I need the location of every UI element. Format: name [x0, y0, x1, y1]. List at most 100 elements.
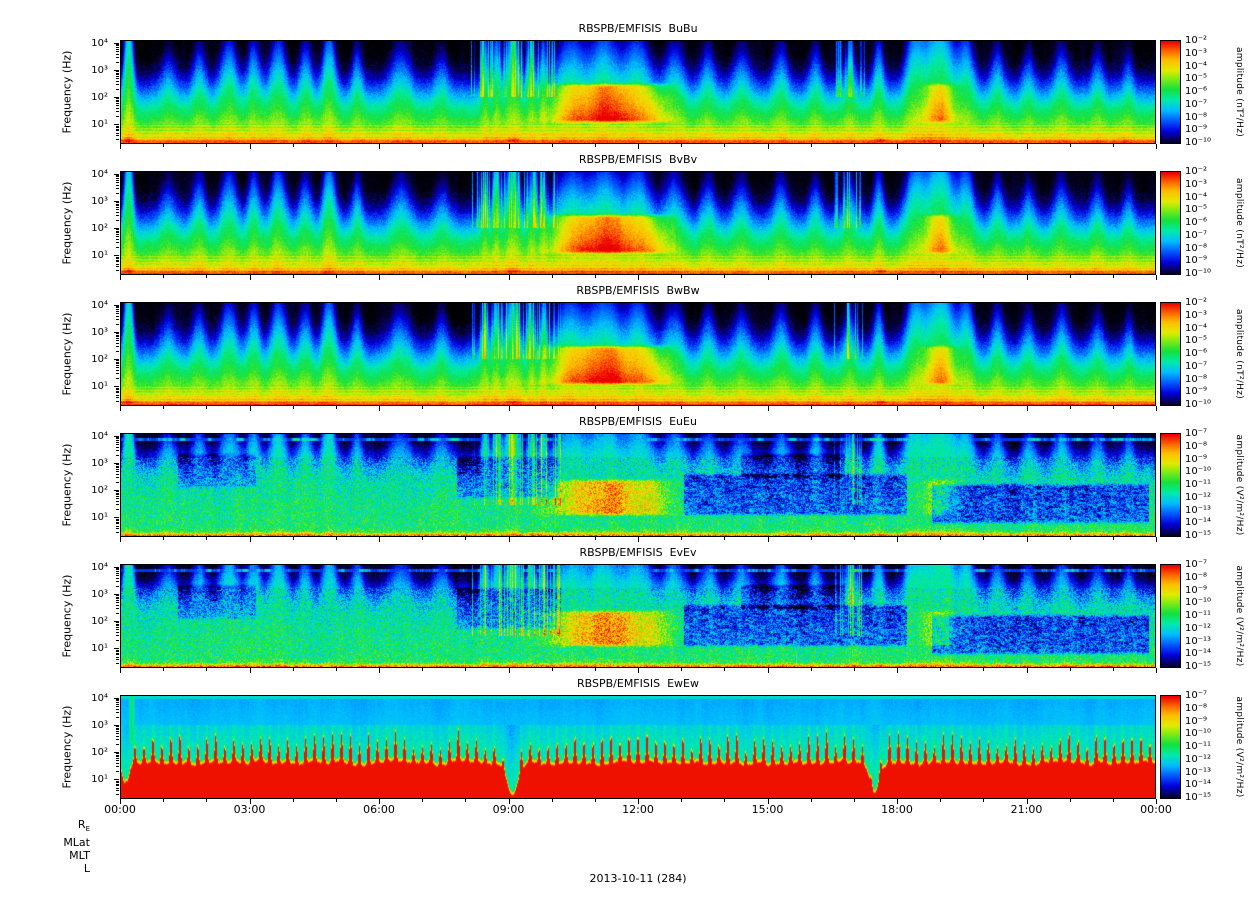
x-tick-mark [897, 799, 898, 804]
time-tick-label: 12:00 [622, 803, 654, 816]
y-tick-minor [116, 442, 119, 443]
x-tick-minor [940, 275, 942, 278]
y-tick-mark [114, 648, 119, 649]
x-tick-minor [206, 799, 208, 802]
colorbar-label: amplitude (nT²/Hz) [1234, 177, 1244, 269]
x-tick-minor [292, 668, 294, 671]
x-tick-minor [983, 799, 985, 802]
y-tick-minor [116, 766, 119, 767]
y-tick-minor [116, 311, 119, 312]
y-tick-minor [116, 215, 119, 216]
colorbar-tick-label: 10⁻¹³ [1185, 504, 1212, 516]
colorbar-gradient [1161, 696, 1180, 798]
y-tick-mark [114, 359, 119, 360]
y-tick-mark [114, 490, 119, 491]
x-tick-mark [767, 144, 769, 149]
x-tick-mark [767, 799, 769, 804]
time-tick-label: 03:00 [233, 803, 266, 816]
x-tick-mark [638, 537, 639, 542]
y-tick-mark [114, 97, 119, 98]
y-tick-label: 10¹ [91, 381, 108, 393]
y-tick-mark [114, 228, 119, 229]
x-tick-mark [249, 668, 251, 673]
colorbar-label: amplitude (nT²/Hz) [1234, 46, 1244, 138]
y-tick-minor [116, 351, 119, 352]
y-tick-minor [116, 389, 119, 390]
y-tick-minor [116, 578, 119, 579]
y-tick-minor [116, 709, 119, 710]
y-tick-minor [116, 401, 119, 402]
y-tick-minor [116, 319, 119, 320]
y-tick-minor [116, 57, 119, 58]
y-tick-minor [116, 477, 119, 478]
x-tick-minor [681, 144, 683, 147]
y-tick-minor [116, 84, 119, 85]
y-tick-mark [114, 174, 119, 175]
x-tick-mark [508, 668, 510, 673]
y-tick-minor [116, 316, 119, 317]
y-tick-minor [116, 450, 119, 451]
y-tick-minor [116, 204, 119, 205]
y-tick-minor [116, 532, 119, 533]
y-tick-minor [116, 573, 119, 574]
y-tick-minor [116, 498, 119, 499]
y-tick-mark [114, 201, 119, 202]
y-tick-minor [116, 624, 119, 625]
y-tick-minor [116, 635, 119, 636]
colorbar-tick-label: 10⁻⁹ [1185, 584, 1208, 596]
ephemeris-sub: E [85, 825, 90, 834]
x-tick-minor [594, 275, 596, 278]
x-tick-minor [1112, 537, 1114, 540]
x-tick-mark [249, 406, 251, 411]
y-tick-label: 10⁴ [91, 692, 108, 704]
colorbar-tick-label: 10⁻⁵ [1185, 204, 1208, 216]
colorbar-gradient [1161, 41, 1180, 143]
colorbar-tick-label: 10⁻⁸ [1185, 440, 1208, 452]
x-tick-minor [335, 406, 337, 409]
y-tick-minor [116, 733, 119, 734]
x-tick-minor [163, 406, 165, 409]
ephemeris-label: MLT [69, 849, 90, 863]
y-tick-minor [116, 100, 119, 101]
colorbar-label: amplitude (nT²/Hz) [1234, 308, 1244, 400]
y-tick-minor [116, 520, 119, 521]
y-tick-minor [116, 89, 119, 90]
x-tick-minor [1069, 406, 1071, 409]
y-tick-minor [116, 600, 119, 601]
y-tick-minor [116, 501, 119, 502]
colorbar-label: amplitude (V²/m²/Hz) [1234, 696, 1244, 798]
x-tick-mark [508, 537, 510, 542]
colorbar-tick-label: 10⁻¹³ [1185, 635, 1212, 647]
x-tick-mark [897, 406, 898, 411]
x-tick-minor [724, 144, 726, 147]
x-tick-minor [163, 799, 165, 802]
colorbar-tick-label: 10⁻⁶ [1185, 217, 1208, 228]
y-tick-minor [116, 739, 119, 740]
x-tick-minor [422, 406, 424, 409]
x-tick-minor [335, 537, 337, 540]
x-tick-minor [1112, 799, 1114, 802]
y-tick-minor [116, 704, 119, 705]
x-tick-minor [940, 799, 942, 802]
x-tick-mark [1026, 144, 1028, 149]
y-tick-minor [116, 467, 119, 468]
y-tick-minor [116, 81, 119, 82]
y-tick-minor [116, 324, 119, 325]
x-tick-minor [1112, 275, 1114, 278]
colorbar-tick-label: 10⁻¹¹ [1185, 741, 1212, 752]
x-tick-minor [163, 144, 165, 147]
colorbar-label-wrap: amplitude (V²/m²/Hz) [1231, 433, 1247, 537]
x-tick-minor [465, 144, 467, 147]
y-tick-minor [116, 526, 119, 527]
colorbar-tick-label: 10⁻⁹ [1185, 255, 1208, 267]
colorbar-tick-label: 10⁻⁵ [1185, 335, 1208, 347]
colorbar-tick-label: 10⁻¹² [1185, 622, 1212, 634]
y-tick-minor [116, 760, 119, 761]
y-tick-minor [116, 333, 119, 334]
y-tick-minor [116, 706, 119, 707]
y-tick-mark [114, 332, 119, 333]
y-tick-minor [116, 729, 119, 730]
x-tick-minor [681, 406, 683, 409]
x-tick-minor [681, 799, 683, 802]
